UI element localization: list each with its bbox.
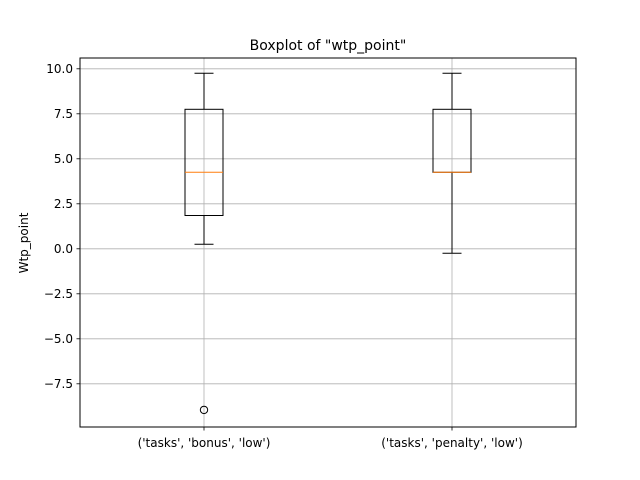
chart-title: Boxplot of "wtp_point" xyxy=(250,38,407,54)
x-tick-label: ('tasks', 'penalty', 'low') xyxy=(381,436,523,450)
iqr-box xyxy=(184,108,224,216)
y-tick-label: −7.5 xyxy=(44,377,73,391)
y-tick-label: 7.5 xyxy=(54,107,73,121)
outlier-point xyxy=(199,405,209,415)
y-tick-label: 5.0 xyxy=(54,152,73,166)
y-tick-label: 10.0 xyxy=(46,62,73,76)
box-group xyxy=(184,72,224,415)
y-axis-ticks: 10.0 7.5 5.0 2.5 0.0 −2.5 −5.0 −7.5 xyxy=(44,62,80,391)
x-tick-label: ('tasks', 'bonus', 'low') xyxy=(138,436,271,450)
y-axis-label: Wtp_point xyxy=(17,212,31,273)
box-group xyxy=(432,72,472,254)
plot-frame xyxy=(79,57,577,428)
y-tick-label: 2.5 xyxy=(54,197,73,211)
y-tick-label: 0.0 xyxy=(54,242,73,256)
x-axis-ticks: ('tasks', 'bonus', 'low') ('tasks', 'pena… xyxy=(138,427,523,450)
grid-lines xyxy=(80,58,576,427)
y-tick-label: −2.5 xyxy=(44,287,73,301)
y-tick-label: −5.0 xyxy=(44,332,73,346)
boxes-layer xyxy=(184,72,472,415)
